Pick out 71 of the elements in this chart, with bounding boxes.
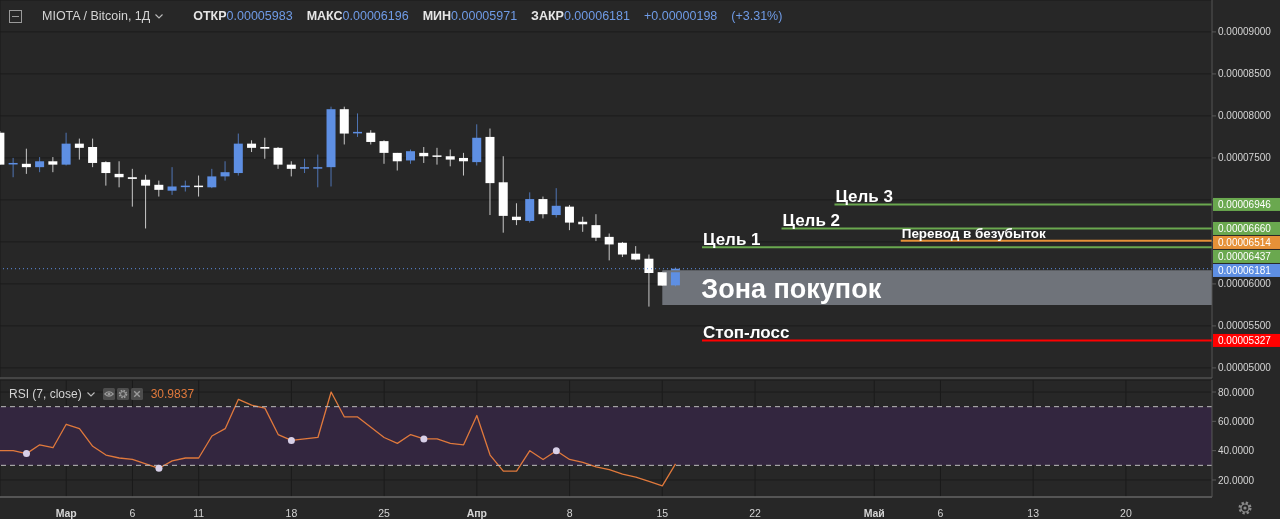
candlestick [525, 191, 535, 224]
y-tick-label: 60.0000 [1218, 415, 1255, 427]
candlestick [207, 168, 217, 189]
point [155, 464, 163, 472]
point [287, 436, 295, 444]
candlestick [273, 146, 283, 170]
candlestick [61, 132, 71, 166]
y-tick-label: 0.00005000 [1218, 362, 1272, 374]
candlestick [141, 174, 151, 229]
candlestick [564, 204, 574, 231]
candlestick [101, 160, 111, 187]
point [22, 450, 30, 458]
series-label: Зона покупок [701, 273, 882, 304]
series-label: Стоп-лосс [703, 322, 790, 342]
candlestick [21, 148, 31, 175]
x-tick-label: 22 [749, 507, 762, 519]
candlestick [167, 166, 177, 196]
y-tick-label: 40.0000 [1218, 445, 1255, 457]
candlestick [260, 137, 270, 160]
y-tick-label: 0.00007500 [1218, 152, 1272, 164]
ref-line-label: 0.00006181 [1218, 264, 1272, 276]
x-tick-label: 6 [937, 507, 944, 519]
x-tick-label: Май [863, 507, 885, 519]
x-tick-label: 11 [193, 507, 205, 519]
y-tick-label: 20.0000 [1218, 474, 1255, 486]
candlestick [538, 196, 548, 219]
candlestick [551, 187, 561, 219]
x-tick-label: 25 [378, 507, 391, 519]
candlestick [591, 213, 601, 242]
point [552, 447, 560, 455]
y-tick-label: 0.00008000 [1218, 110, 1272, 122]
candlestick [220, 160, 230, 182]
candlestick [511, 202, 521, 226]
candlestick [644, 254, 654, 308]
data-label: 0.00006660 [1218, 222, 1272, 234]
candlestick [114, 160, 124, 188]
text: MIOTA / Bitcoin, 1Д [42, 9, 151, 23]
candlestick [88, 138, 98, 168]
x-tick-label: 20 [1120, 507, 1132, 519]
candlestick [604, 233, 614, 261]
x-tick-label: Мар [55, 507, 77, 519]
y-tick-label: 0.00008500 [1218, 68, 1272, 80]
y-tick-label: 80.0000 [1218, 386, 1255, 398]
series-label: Цель 1 [703, 229, 761, 249]
data-label: 0.00006514 [1218, 236, 1272, 248]
series-label: Цель 3 [835, 186, 894, 206]
x-tick-label: Апр [466, 507, 488, 519]
y-tick-label: 0.00006000 [1218, 278, 1272, 290]
data-label: 0.00006946 [1218, 198, 1272, 210]
data-label: 0.00006437 [1218, 250, 1272, 262]
point [420, 435, 428, 443]
series-label: Перевод в безубыток [901, 226, 1047, 242]
candlestick [313, 154, 323, 188]
x-tick-label: 8 [566, 507, 573, 519]
annotation: 30.9837 [150, 387, 195, 401]
y-tick-label: 0.00009000 [1218, 26, 1272, 38]
candlestick [127, 168, 137, 208]
candlestick [432, 147, 442, 166]
candlestick [48, 156, 58, 173]
data-label: 0.00005327 [1218, 334, 1272, 346]
text: ОТКР0.00005983 МАКС0.00006196 МИН0.00005971 ЗАКР0.00006181 +0.00000198 (+3.31%) [193, 9, 783, 23]
x-tick-label: 18 [285, 507, 298, 519]
candlestick [379, 139, 389, 165]
text: RSI (7, close) [9, 387, 82, 401]
x-tick-label: 15 [656, 507, 669, 519]
candlestick [74, 138, 84, 161]
y-tick-label: 0.00005500 [1218, 320, 1272, 332]
series-label: Цель 2 [782, 210, 841, 230]
x-tick-label: 6 [129, 507, 136, 519]
candlestick [458, 152, 468, 177]
x-tick-label: 13 [1027, 507, 1040, 519]
